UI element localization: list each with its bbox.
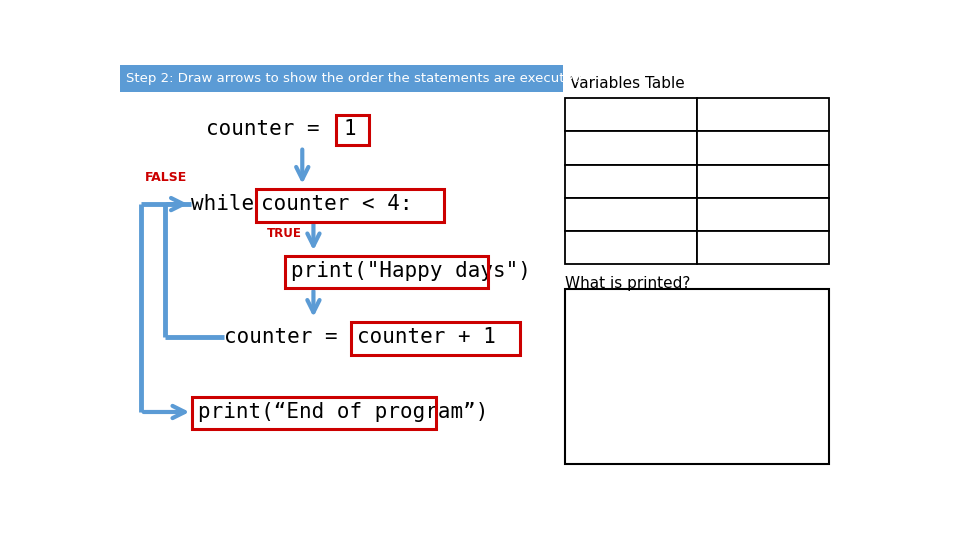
Bar (564, 289, 829, 464)
Bar (192, 397, 436, 429)
Text: print(“End of program”): print(“End of program”) (198, 402, 489, 422)
Bar (564, 231, 697, 265)
Bar (697, 231, 829, 265)
Bar (336, 115, 370, 145)
Text: counter =: counter = (225, 327, 350, 347)
Bar (285, 255, 488, 288)
Bar (697, 131, 829, 165)
Text: FALSE: FALSE (145, 171, 187, 184)
Bar (120, 65, 563, 92)
Text: 1: 1 (344, 119, 356, 139)
Bar (256, 189, 444, 221)
Text: print("Happy days"): print("Happy days") (291, 261, 531, 281)
Text: Variables Table: Variables Table (570, 76, 684, 91)
Text: counter + 1: counter + 1 (356, 327, 495, 347)
Text: counter < 4:: counter < 4: (261, 194, 413, 214)
Bar (564, 165, 697, 198)
Text: TRUE: TRUE (267, 227, 302, 240)
Bar (697, 165, 829, 198)
Text: Step 2: Draw arrows to show the order the statements are executed: Step 2: Draw arrows to show the order th… (126, 72, 581, 85)
Bar (350, 322, 520, 355)
Text: counter =: counter = (205, 119, 332, 139)
Bar (697, 98, 829, 131)
Bar (564, 198, 697, 231)
Text: while: while (191, 194, 267, 214)
Bar (697, 198, 829, 231)
Text: What is printed?: What is printed? (564, 275, 690, 291)
Bar (564, 98, 697, 131)
Bar (564, 131, 697, 165)
